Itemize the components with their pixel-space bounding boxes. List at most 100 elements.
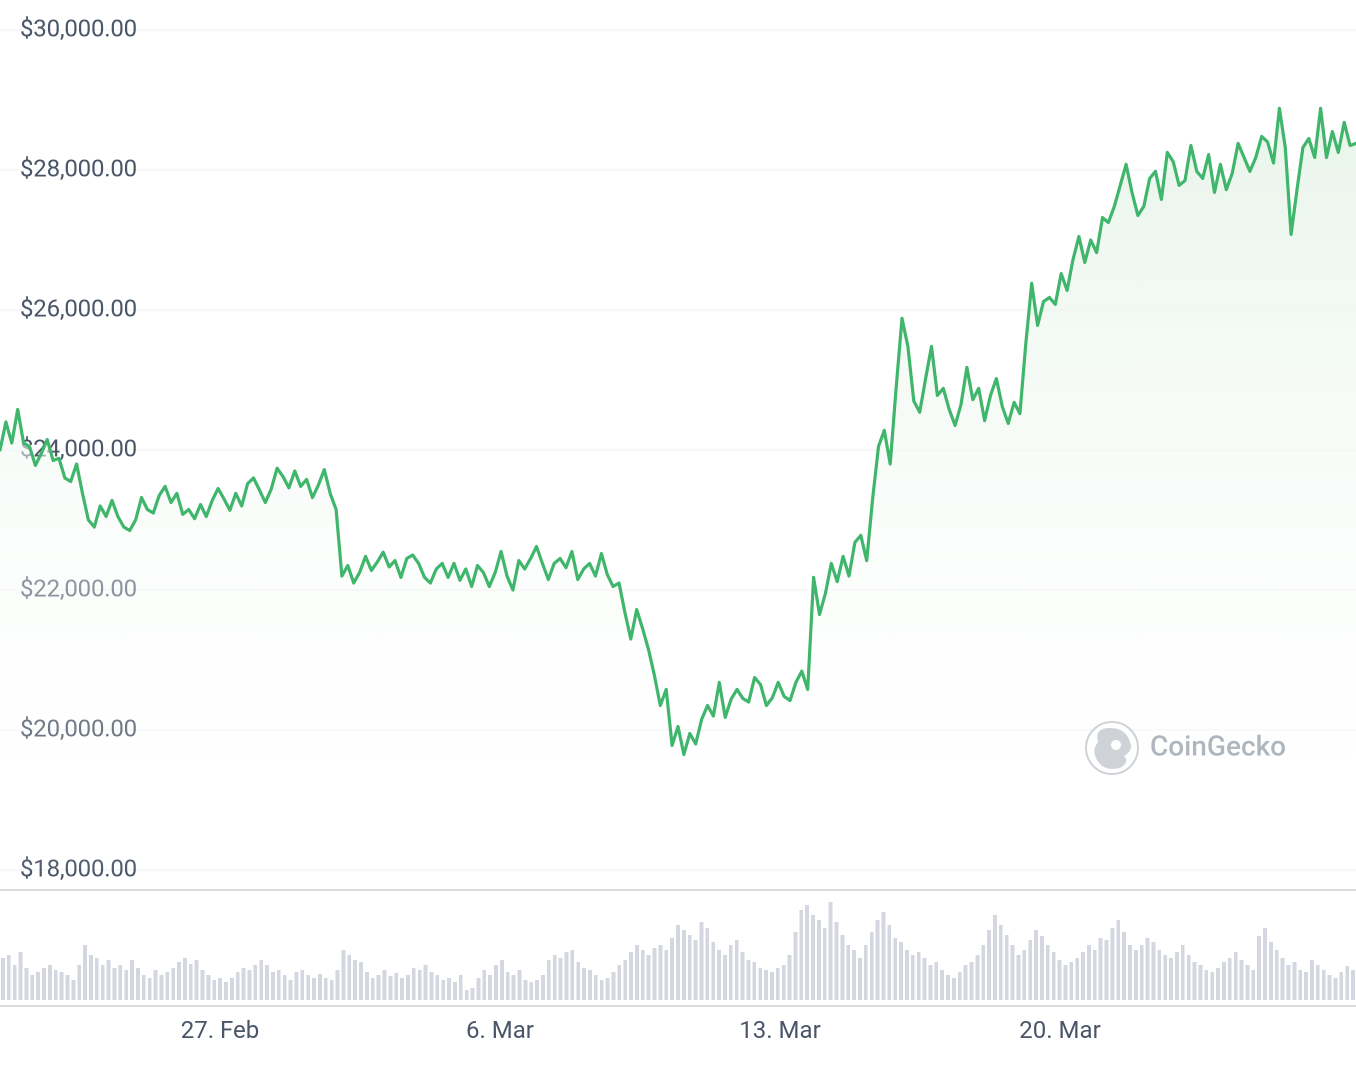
volume-bar xyxy=(295,972,299,1000)
volume-bar xyxy=(1175,952,1179,1000)
volume-bar xyxy=(154,970,158,1000)
volume-bar xyxy=(1204,970,1208,1000)
volume-bar xyxy=(970,962,974,1000)
volume-bar xyxy=(189,964,193,1000)
x-axis-label: 13. Mar xyxy=(739,1016,820,1044)
y-axis-label: $30,000.00 xyxy=(20,14,137,42)
volume-bar xyxy=(318,974,322,1000)
volume-bar xyxy=(823,928,827,1000)
volume-bar xyxy=(230,978,234,1000)
volume-bar xyxy=(1140,945,1144,1000)
volume-bar xyxy=(641,950,645,1000)
volume-bar xyxy=(441,980,445,1000)
volume-bar xyxy=(377,975,381,1000)
volume-bar xyxy=(418,970,422,1000)
volume-bar xyxy=(887,925,891,1000)
volume-bar xyxy=(1163,955,1167,1000)
volume-bar xyxy=(606,978,610,1000)
chart-svg: $18,000.00$20,000.00$22,000.00$24,000.00… xyxy=(0,0,1356,1074)
volume-bar xyxy=(623,960,627,1000)
volume-bar xyxy=(347,955,351,1000)
volume-bar xyxy=(1181,945,1185,1000)
volume-bar xyxy=(183,958,187,1000)
volume-bar xyxy=(207,975,211,1000)
volume-bar xyxy=(1017,955,1021,1000)
volume-bar xyxy=(1275,950,1279,1000)
volume-bar xyxy=(494,965,498,1000)
y-axis-label: $28,000.00 xyxy=(20,154,137,182)
volume-bar xyxy=(406,975,410,1000)
volume-bar xyxy=(600,980,604,1000)
x-axis-label: 27. Feb xyxy=(181,1016,259,1044)
volume-bar xyxy=(682,930,686,1000)
volume-bar xyxy=(588,970,592,1000)
volume-bar xyxy=(946,975,950,1000)
volume-bar xyxy=(1081,952,1085,1000)
volume-bar xyxy=(1046,945,1050,1000)
volume-bar xyxy=(1069,962,1073,1000)
volume-bar xyxy=(582,968,586,1000)
volume-bar xyxy=(1304,972,1308,1000)
volume-bar xyxy=(1111,928,1115,1000)
volume-bar xyxy=(324,978,328,1000)
volume-bar xyxy=(688,935,692,1000)
volume-bar xyxy=(647,955,651,1000)
coingecko-watermark-text: CoinGecko xyxy=(1150,729,1286,762)
volume-bar xyxy=(1022,950,1026,1000)
volume-bar xyxy=(1345,966,1349,1000)
volume-bar xyxy=(670,938,674,1000)
volume-bar xyxy=(1,958,5,1000)
volume-bar xyxy=(612,972,616,1000)
price-chart-container: $18,000.00$20,000.00$22,000.00$24,000.00… xyxy=(0,0,1356,1074)
volume-bar xyxy=(705,928,709,1000)
volume-bar xyxy=(1339,972,1343,1000)
volume-bar xyxy=(747,960,751,1000)
volume-bar xyxy=(1251,970,1255,1000)
volume-bar xyxy=(30,975,34,1000)
volume-bar xyxy=(1216,968,1220,1000)
volume-bar xyxy=(136,968,140,1000)
volume-bar xyxy=(25,968,29,1000)
volume-bar xyxy=(1169,958,1173,1000)
volume-bar xyxy=(1040,936,1044,1000)
volume-bar xyxy=(336,970,340,1000)
volume-bar xyxy=(371,978,375,1000)
volume-bar xyxy=(794,932,798,1000)
volume-bar xyxy=(1034,930,1038,1000)
volume-bar xyxy=(353,960,357,1000)
volume-bar xyxy=(576,962,580,1000)
volume-bar xyxy=(171,968,175,1000)
volume-bar xyxy=(394,973,398,1000)
volume-bar xyxy=(77,965,81,1000)
volume-bars xyxy=(1,902,1355,1000)
y-axis-label: $26,000.00 xyxy=(20,294,137,322)
volume-bar xyxy=(1210,972,1214,1000)
volume-bar xyxy=(224,982,228,1000)
volume-bar xyxy=(1257,936,1261,1000)
x-axis-labels: 27. Feb6. Mar13. Mar20. Mar xyxy=(181,1016,1101,1044)
volume-bar xyxy=(752,962,756,1000)
volume-bar xyxy=(735,940,739,1000)
volume-bar xyxy=(524,980,528,1000)
volume-bar xyxy=(447,978,451,1000)
volume-bar xyxy=(1011,945,1015,1000)
volume-bar xyxy=(482,970,486,1000)
volume-bar xyxy=(177,962,181,1000)
volume-bar xyxy=(1269,942,1273,1000)
volume-bar xyxy=(212,980,216,1000)
volume-bar xyxy=(289,980,293,1000)
volume-bar xyxy=(711,942,715,1000)
volume-bar xyxy=(958,972,962,1000)
volume-bar xyxy=(300,970,304,1000)
volume-bar xyxy=(981,945,985,1000)
volume-bar xyxy=(858,958,862,1000)
volume-bar xyxy=(48,965,52,1000)
volume-bar xyxy=(1328,975,1332,1000)
volume-bar xyxy=(201,970,205,1000)
volume-bar xyxy=(911,955,915,1000)
volume-bar xyxy=(412,968,416,1000)
volume-bar xyxy=(142,975,146,1000)
volume-bar xyxy=(312,978,316,1000)
volume-bar xyxy=(899,942,903,1000)
volume-bar xyxy=(83,945,87,1000)
